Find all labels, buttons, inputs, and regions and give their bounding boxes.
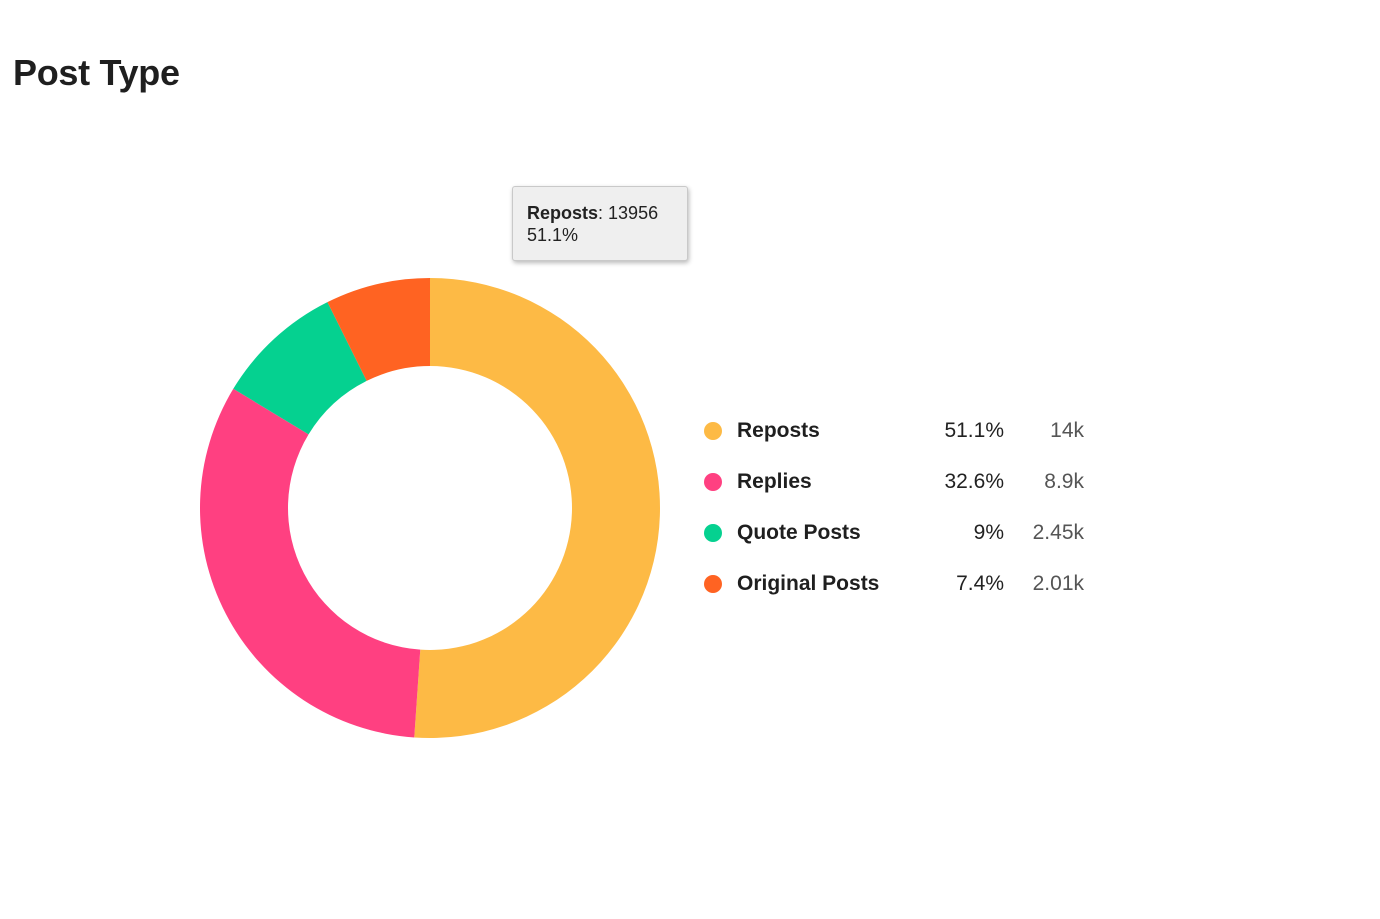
chart-tooltip: Reposts: 13956 51.1% — [512, 186, 688, 261]
legend-count: 14k — [1050, 419, 1084, 442]
tooltip-percent: 51.1% — [527, 225, 579, 245]
legend-count: 8.9k — [1044, 470, 1084, 493]
legend-label: Reposts — [737, 419, 820, 442]
legend-item-replies[interactable]: Replies 32.6% 8.9k — [700, 461, 1100, 512]
legend-percent: 9% — [973, 521, 1004, 544]
legend-label: Quote Posts — [737, 521, 861, 544]
donut-slices — [200, 278, 661, 739]
legend-item-reposts[interactable]: Reposts 51.1% 14k — [700, 410, 1100, 461]
legend-count: 2.01k — [1032, 572, 1084, 595]
tooltip-value: 13956 — [608, 203, 659, 223]
legend-marker — [704, 524, 722, 542]
legend-label: Replies — [737, 470, 812, 493]
legend-label: Original Posts — [737, 572, 880, 595]
legend-marker — [704, 422, 722, 440]
tooltip-label: Reposts — [527, 203, 599, 223]
legend-marker — [704, 473, 722, 491]
legend-marker — [704, 575, 722, 593]
donut-slice-reposts[interactable] — [414, 278, 661, 739]
chart-legend: Reposts 51.1% 14k Replies 32.6% 8.9k Quote Pos… — [700, 410, 1100, 614]
legend-percent: 7.4% — [956, 572, 1004, 595]
donut-slice-quote-posts[interactable] — [233, 302, 367, 435]
legend-item-quote-posts[interactable]: Quote Posts 9% 2.45k — [700, 512, 1100, 563]
legend-count: 2.45k — [1032, 521, 1084, 544]
legend-percent: 32.6% — [944, 470, 1004, 493]
donut-slice-original-posts[interactable] — [327, 278, 430, 381]
legend-item-original-posts[interactable]: Original Posts 7.4% 2.01k — [700, 563, 1100, 614]
tooltip-separator: : — [598, 203, 609, 223]
legend-percent: 51.1% — [944, 419, 1004, 442]
donut-slice-replies[interactable] — [200, 388, 421, 738]
page-title: Post Type — [13, 52, 180, 93]
